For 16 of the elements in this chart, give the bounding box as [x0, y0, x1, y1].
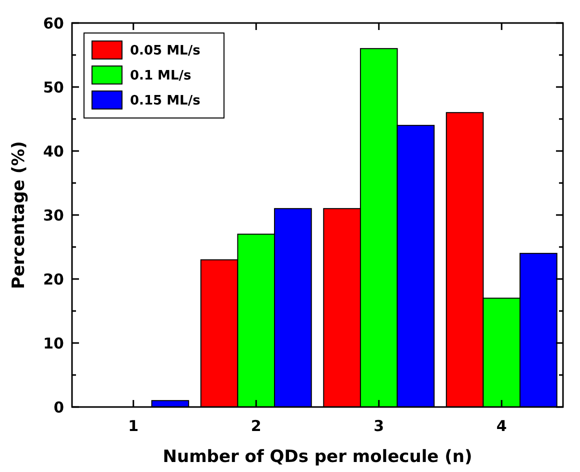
y-tick-label: 10	[43, 334, 64, 352]
y-tick-label: 20	[43, 270, 64, 288]
x-axis-title: Number of QDs per molecule (n)	[162, 447, 472, 467]
y-tick-label: 40	[43, 142, 64, 160]
x-tick-label: 1	[128, 417, 139, 435]
y-tick-label: 30	[43, 206, 64, 224]
legend-label: 0.15 ML/s	[130, 94, 201, 109]
legend-label: 0.1 ML/s	[130, 68, 192, 84]
legend-label: 0.05 ML/s	[130, 44, 201, 59]
y-tick-label: 60	[43, 14, 64, 32]
y-axis-title: Percentage (%)	[9, 141, 29, 289]
x-tick-label: 3	[374, 417, 384, 435]
y-tick-label: 0	[54, 398, 64, 416]
x-tick-label: 4	[496, 417, 507, 435]
y-tick-label: 50	[43, 78, 64, 96]
x-tick-label: 2	[250, 417, 262, 435]
